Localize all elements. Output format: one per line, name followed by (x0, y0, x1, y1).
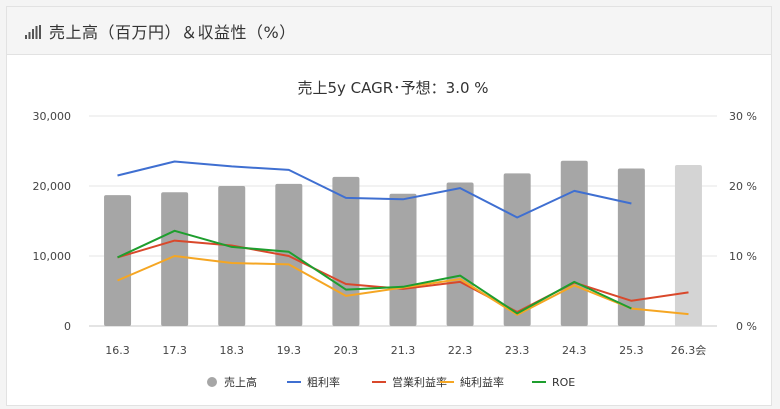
legend-label: 粗利率 (307, 375, 340, 389)
sales-bar (674, 165, 702, 326)
legend-label: 売上高 (224, 375, 257, 389)
x-tick-label: 26.3会 (671, 344, 707, 357)
y-left-tick-label: 20,000 (33, 180, 72, 193)
card-title: 売上高（百万円）＆収益性（%） (49, 22, 296, 42)
sales-bar (275, 183, 303, 326)
sales-bar (332, 176, 360, 326)
y-left-tick-label: 0 (64, 320, 71, 333)
bar-chart-icon (25, 24, 41, 39)
y-right-tick-label: 10 % (729, 250, 757, 263)
y-right-tick-label: 0 % (736, 320, 757, 333)
legend-label: 純利益率 (460, 375, 504, 389)
chart-title: 売上5y CAGR･予想：3.0 % (297, 79, 488, 97)
sales-bar (218, 186, 246, 326)
x-tick-label: 24.3 (562, 344, 587, 357)
sales-bar (104, 195, 132, 326)
x-tick-label: 22.3 (448, 344, 473, 357)
x-tick-label: 25.3 (619, 344, 644, 357)
series-line (117, 160, 632, 219)
card-header: 売上高（百万円）＆収益性（%） (7, 7, 771, 55)
sales-bar (503, 173, 531, 326)
x-tick-label: 23.3 (505, 344, 530, 357)
y-left-tick-label: 30,000 (33, 110, 72, 123)
y-right-tick-label: 20 % (729, 180, 757, 193)
x-tick-label: 20.3 (334, 344, 359, 357)
combo-chart: 売上5y CAGR･予想：3.0 % 0 0 % 10,000 10 % 20,000 2… (33, 79, 758, 389)
sales-bar (161, 192, 189, 326)
sales-bar (389, 193, 417, 326)
chart-card: 売上高（百万円）＆収益性（%） 売上5y CAGR･予想：3.0 % 0 0 % 1… (6, 6, 772, 406)
sales-bar (617, 168, 645, 326)
series-line (117, 239, 689, 313)
sales-bar (446, 182, 474, 326)
x-tick-label: 17.3 (162, 344, 187, 357)
legend-label: ROE (552, 376, 575, 389)
legend-label: 営業利益率 (392, 375, 447, 389)
sales-bar (560, 160, 588, 326)
series-line (117, 229, 632, 315)
legend-marker (207, 377, 217, 387)
x-tick-label: 19.3 (277, 344, 302, 357)
x-tick-label: 21.3 (391, 344, 416, 357)
y-left-tick-label: 10,000 (33, 250, 72, 263)
y-right-tick-label: 30 % (729, 110, 757, 123)
x-tick-label: 16.3 (105, 344, 130, 357)
x-tick-label: 18.3 (219, 344, 244, 357)
